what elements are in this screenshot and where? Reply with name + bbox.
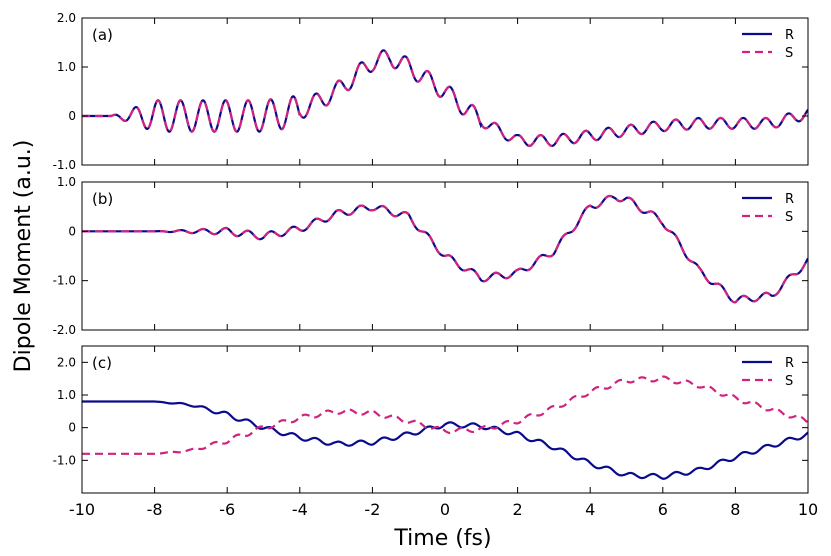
- legend-label: R: [785, 356, 794, 371]
- x-tick-label: 0: [440, 500, 450, 519]
- series-line-R: [82, 194, 808, 304]
- y-tick-label: -1.0: [53, 274, 76, 288]
- legend-label: R: [785, 28, 794, 43]
- series-line-S: [82, 375, 808, 455]
- y-tick-label: 1.0: [57, 175, 76, 189]
- y-tick-label: 2.0: [57, 11, 76, 25]
- x-tick-label: 8: [730, 500, 740, 519]
- x-tick-label: -6: [219, 500, 235, 519]
- panel-label: (c): [92, 354, 112, 372]
- x-tick-label: -10: [69, 500, 95, 519]
- x-tick-label: -2: [364, 500, 380, 519]
- y-tick-label: 1.0: [57, 388, 76, 402]
- x-tick-label: 4: [585, 500, 595, 519]
- y-tick-label: -1.0: [53, 158, 76, 172]
- x-tick-label: 10: [798, 500, 818, 519]
- panel-3: 2.0 1.0 0 -1.0 (c) RS: [53, 345, 809, 494]
- y-tick-label: 2.0: [57, 355, 76, 369]
- x-tick-label: 2: [513, 500, 523, 519]
- series-line-S: [82, 49, 808, 147]
- y-axis-title: Dipole Moment (a.u.): [11, 140, 36, 373]
- y-tick-label: -1.0: [53, 453, 76, 467]
- panel-label: (b): [92, 190, 113, 208]
- y-tick-label: 0: [68, 109, 76, 123]
- x-tick-label: -4: [292, 500, 308, 519]
- legend-label: R: [785, 192, 794, 207]
- y-tick-label: -2.0: [53, 323, 76, 337]
- chart-panels: 2.01.00-1.0(a) RS1.00-1.0-2.0(b) RS2.01.00…: [53, 11, 819, 519]
- legend-label: S: [785, 374, 793, 389]
- x-tick-label: 6: [658, 500, 668, 519]
- y-tick-label: 0: [68, 224, 76, 238]
- panel-1: 2.0 1.0 0 -1.0 (a) RS: [53, 11, 809, 172]
- x-tick-label: -8: [147, 500, 163, 519]
- x-axis-title: Time (fs): [393, 526, 491, 551]
- series-line-S: [82, 194, 808, 304]
- legend-label: S: [785, 210, 793, 225]
- panel-frame: [81, 345, 809, 494]
- y-tick-label: 1.0: [57, 60, 76, 74]
- series-line-R: [82, 400, 808, 480]
- y-tick-label: 0: [68, 421, 76, 435]
- panel-2: 1.0 0 -1.0 -2.0 (b) RS: [53, 175, 809, 337]
- panel-label: (a): [92, 26, 113, 44]
- legend-label: S: [785, 46, 793, 61]
